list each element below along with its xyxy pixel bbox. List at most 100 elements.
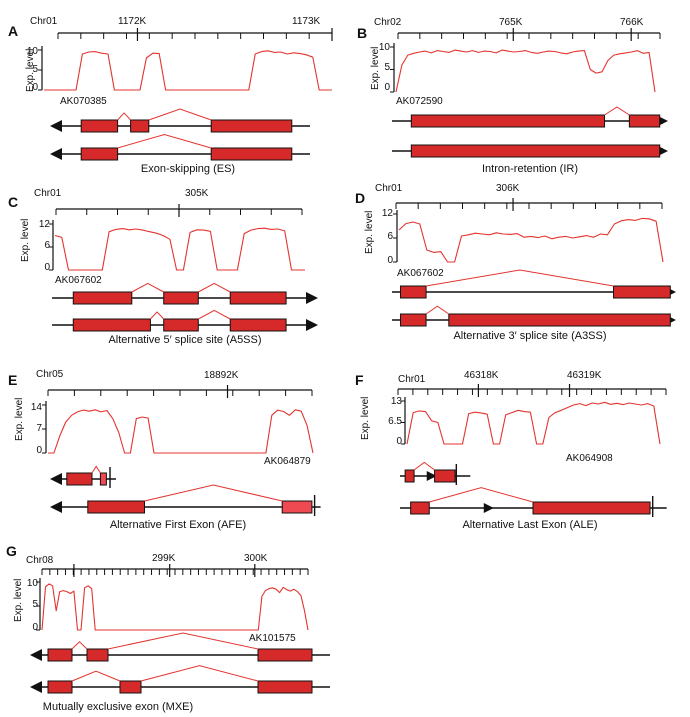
panel-e-isoform-1-exon bbox=[66, 472, 93, 486]
panel-g-isoform-2-splice-junction bbox=[71, 670, 121, 682]
panel-g-letter: G bbox=[6, 543, 17, 559]
panel-g-pos-2: 300K bbox=[244, 553, 268, 564]
panel-b-ylabel: Exp. level bbox=[370, 47, 381, 90]
panel-d-ytick-top: 12 bbox=[382, 208, 394, 219]
panel-a-isoform-2-exon bbox=[80, 147, 119, 161]
panel-a-accession: AK070385 bbox=[60, 96, 107, 107]
panel-a-isoform-2-splice-junction bbox=[117, 133, 212, 149]
panel-c-isoform-2-arrow-head bbox=[306, 319, 318, 331]
panel-d-caption: Alternative 3′ splice site (A3SS) bbox=[453, 330, 606, 342]
panel-d-chr: Chr01 bbox=[375, 183, 403, 194]
panel-b-isoform-1-exon bbox=[628, 114, 661, 128]
panel-a-pos-2: 1173K bbox=[292, 16, 321, 27]
panel-f-ytick-bottom: 0 bbox=[396, 436, 402, 447]
panel-d-graphics bbox=[392, 198, 676, 327]
panel-d-isoform-1-exon bbox=[613, 285, 671, 299]
panel-e-pos-1: 18892K bbox=[204, 370, 239, 381]
panel-b-pos-2: 766K bbox=[620, 17, 644, 28]
panel-c-ytick-top: 12 bbox=[39, 219, 51, 230]
panel-d-isoform-2-splice-junction bbox=[425, 305, 450, 315]
panel-g-isoform-2-exon bbox=[47, 680, 73, 694]
panel-a-isoform-1-splice-junction bbox=[117, 112, 131, 121]
panel-c-accession: AK067602 bbox=[55, 275, 102, 286]
panel-d-coverage-track bbox=[398, 217, 664, 263]
panel-f-isoform-2-exon bbox=[410, 501, 430, 515]
panel-f-isoform-2-direction-arrow bbox=[483, 503, 494, 513]
panel-f-isoform-1-exon bbox=[404, 469, 415, 483]
panel-g-ytick-mid: 5 bbox=[32, 599, 38, 610]
panel-c-isoform-1-exon bbox=[163, 291, 199, 305]
panel-g-isoform-1-exon bbox=[86, 648, 109, 662]
panel-e-isoform-2-splice-junction bbox=[144, 484, 283, 502]
panel-c-isoform-1-exon bbox=[72, 291, 133, 305]
panel-g-isoform-1-exon bbox=[257, 648, 313, 662]
panel-a-isoform-1-exon bbox=[80, 119, 119, 133]
panel-f-graphics bbox=[397, 384, 667, 517]
panel-b-isoform-2-exon bbox=[410, 144, 661, 158]
panel-b-isoform-1-splice-junction bbox=[604, 106, 630, 116]
panel-c-graphics bbox=[49, 204, 318, 332]
panel-a-caption: Exon-skipping (ES) bbox=[141, 163, 235, 175]
panel-e-accession: AK064879 bbox=[264, 456, 311, 467]
panel-c-caption: Alternative 5′ splice site (A5SS) bbox=[108, 334, 261, 346]
panel-g-isoform-2-arrow-head bbox=[30, 681, 42, 693]
panel-c-pos-1: 305K bbox=[185, 188, 209, 199]
panel-e-isoform-1-arrow-head bbox=[50, 473, 62, 485]
panel-c-isoform-2-exon bbox=[72, 318, 151, 332]
panel-c-isoform-1-splice-junction bbox=[131, 282, 164, 293]
panel-g-isoform-2-splice-junction bbox=[140, 665, 259, 682]
panel-f-isoform-1-splice-junction bbox=[413, 461, 435, 471]
panel-c-isoform-1-exon bbox=[229, 291, 287, 305]
panel-e-coverage-track bbox=[48, 409, 314, 454]
panel-d-ylabel: Exp. level bbox=[364, 211, 375, 254]
panel-f-isoform-2-exon bbox=[532, 501, 651, 515]
panel-g-ylabel: Exp. level bbox=[13, 579, 24, 622]
panel-a-coverage-track bbox=[44, 50, 332, 91]
panel-g-graphics bbox=[30, 564, 330, 694]
panel-g-isoform-2-exon bbox=[119, 680, 142, 694]
panel-e-ytick-top: 14 bbox=[31, 402, 43, 413]
panel-f-isoform-1-exon bbox=[434, 469, 456, 483]
panel-g-pos-1: 299K bbox=[152, 553, 176, 564]
panel-d-isoform-1-exon bbox=[400, 285, 427, 299]
panel-d-accession: AK067602 bbox=[397, 268, 444, 279]
panel-g-ytick-bottom: 0 bbox=[32, 622, 38, 633]
panel-b-ytick-mid: 5 bbox=[384, 62, 390, 73]
panel-f-isoform-2-splice-junction bbox=[429, 487, 534, 503]
panel-f-coverage-track bbox=[406, 401, 661, 445]
panel-c-isoform-2-splice-junction bbox=[150, 311, 165, 320]
panel-e-chr: Chr05 bbox=[36, 369, 64, 380]
panel-f-pos-1: 46318K bbox=[464, 370, 499, 381]
panel-a-isoform-1-arrow-head bbox=[50, 120, 62, 132]
panel-g-chr: Chr08 bbox=[26, 555, 54, 566]
panel-e-ytick-bottom: 0 bbox=[36, 445, 42, 456]
panel-g-isoform-1-splice-junction bbox=[71, 641, 88, 650]
panel-f-letter: F bbox=[355, 372, 364, 388]
panel-e-isoform-1-exon bbox=[99, 472, 107, 486]
panel-g-isoform-1-exon bbox=[47, 648, 73, 662]
panel-a-letter: A bbox=[8, 23, 18, 39]
panel-f-ylabel: Exp. level bbox=[360, 397, 371, 440]
panel-c-ytick-mid: 6 bbox=[44, 240, 50, 251]
panel-d-isoform-1-splice-junction bbox=[425, 269, 614, 287]
panel-c-letter: C bbox=[8, 194, 18, 210]
panel-g-accession: AK101575 bbox=[249, 633, 296, 644]
panel-c-coverage-track bbox=[54, 227, 305, 271]
panel-a-chr: Chr01 bbox=[30, 16, 58, 27]
panel-c-chr: Chr01 bbox=[34, 188, 62, 199]
panel-a-ytick-mid: 5 bbox=[32, 64, 38, 75]
panel-g-isoform-2-exon bbox=[257, 680, 313, 694]
panel-a-isoform-1-splice-junction bbox=[148, 108, 212, 121]
panel-b-isoform-1-exon bbox=[410, 114, 606, 128]
panel-f-ytick-top: 13 bbox=[391, 396, 403, 407]
panel-a-ytick-top: 10 bbox=[27, 46, 39, 57]
panel-c-isoform-2-exon bbox=[229, 318, 287, 332]
panel-d-letter: D bbox=[355, 190, 365, 206]
panel-e-letter: E bbox=[8, 372, 17, 388]
panel-g-caption: Mutually exclusive exon (MXE) bbox=[43, 701, 193, 713]
panel-g-coverage-track bbox=[41, 583, 309, 631]
panel-c-isoform-2-splice-junction bbox=[198, 309, 231, 320]
panel-d-isoform-2-exon bbox=[448, 313, 671, 327]
panel-b-ytick-bottom: 0 bbox=[384, 82, 390, 93]
